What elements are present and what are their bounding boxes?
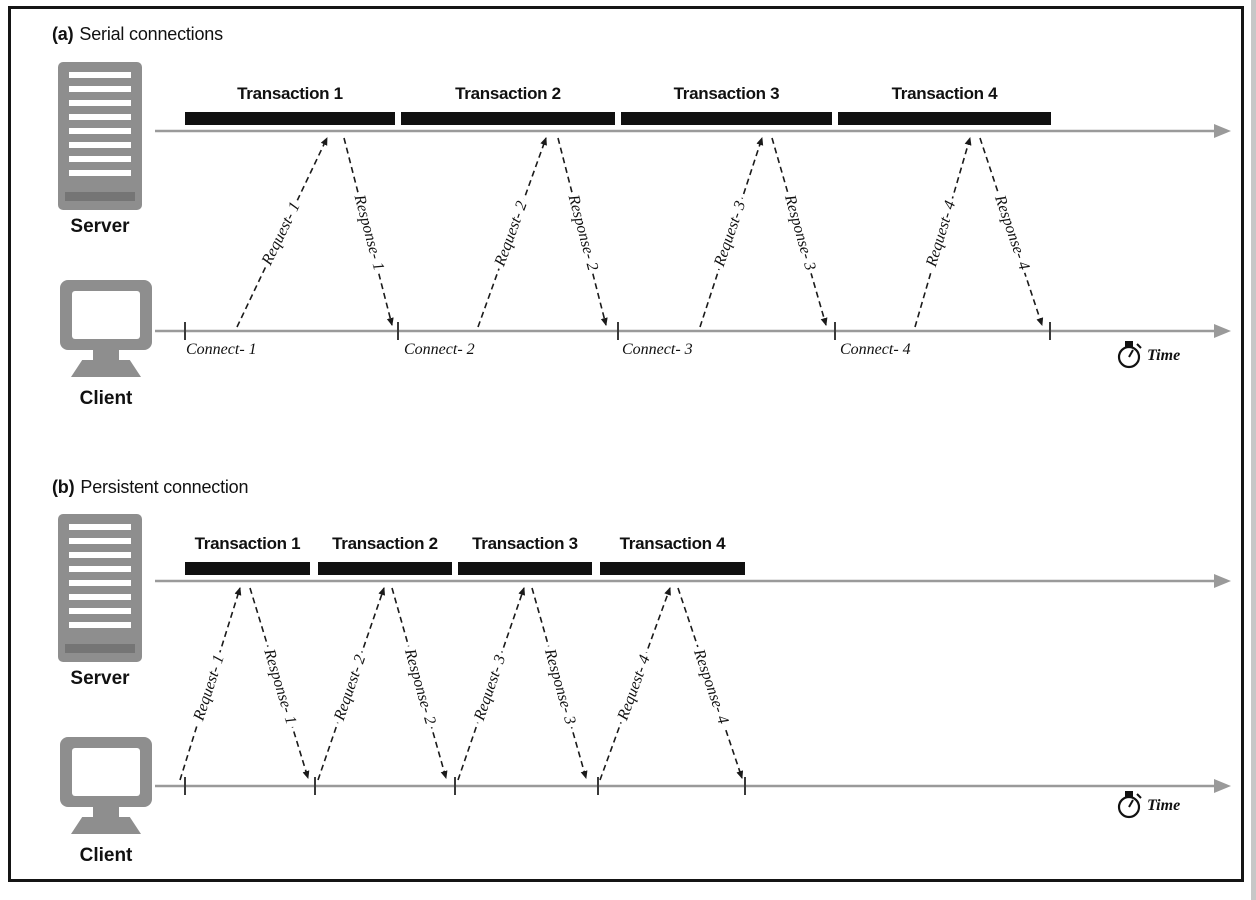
panel-a-transaction-2-label: Transaction 2 xyxy=(455,84,561,103)
panel-a-transaction-4-label: Transaction 4 xyxy=(891,84,998,103)
figure-border xyxy=(8,6,1244,882)
panel-b-transaction-2-label: Transaction 2 xyxy=(332,534,438,553)
panel-b-transaction-1-bar xyxy=(185,562,310,575)
panel-a-transaction-4-bar xyxy=(838,112,1051,125)
panel-a-client-icon xyxy=(60,280,152,380)
panel-a-transaction-2-bar xyxy=(401,112,615,125)
panel-b-transaction-4-bar xyxy=(600,562,745,575)
monitor-neck xyxy=(93,350,119,360)
panel-a-connect-4-label: Connect- 4 xyxy=(840,341,911,358)
panel-a-request-3-arrow xyxy=(699,137,764,328)
panel-b-transaction-2-bar xyxy=(318,562,452,575)
panel-b-transaction-3-label: Transaction 3 xyxy=(472,534,578,553)
panel-b-transaction-3-bar xyxy=(458,562,592,575)
panel-b-transaction-1-label: Transaction 1 xyxy=(194,534,301,553)
panel-a-server-label: Server xyxy=(70,216,130,237)
panel-b-response-2-arrow xyxy=(391,587,448,779)
monitor-base xyxy=(71,360,141,377)
server-slats xyxy=(69,72,131,184)
monitor-screen xyxy=(72,291,140,339)
panel-a-transaction-3-label: Transaction 3 xyxy=(673,84,780,103)
panel-b-response-1-arrow xyxy=(249,587,310,779)
panel-a-connect-2-label: Connect- 2 xyxy=(404,341,475,358)
panel-a-response-2-arrow xyxy=(557,137,608,326)
monitor-neck xyxy=(93,807,119,817)
panel-a-time-label: Time xyxy=(1147,347,1181,364)
panel-a-title-text: Serial connections xyxy=(79,24,223,44)
panel-a-graphics xyxy=(155,112,1231,369)
panel-a-label: (a) xyxy=(52,24,74,44)
monitor-screen xyxy=(72,748,140,796)
scan-edge-strip xyxy=(1251,0,1256,900)
server-slats xyxy=(69,524,131,636)
panel-a-server-timeline-arrowhead-icon xyxy=(1214,124,1231,138)
panel-b-client-timeline-arrowhead-icon xyxy=(1214,779,1231,793)
server-base xyxy=(65,192,135,201)
server-base xyxy=(65,644,135,653)
panel-b-label: (b) xyxy=(52,477,75,497)
panel-a-client-label: Client xyxy=(79,388,133,409)
panel-b-title-text: Persistent connection xyxy=(80,477,249,497)
panel-a-request-4-arrow xyxy=(914,137,972,328)
panel-a-response-3-arrow xyxy=(771,137,828,326)
panel-a-transaction-3-bar xyxy=(621,112,832,125)
panel-b-time-label: Time xyxy=(1147,797,1181,814)
panel-b-server-timeline-arrowhead-icon xyxy=(1214,574,1231,588)
panel-b-client-icon xyxy=(60,737,152,837)
panel-b-transaction-4-label: Transaction 4 xyxy=(619,534,726,553)
panel-a-transaction-1-bar xyxy=(185,112,395,125)
panel-a-connect-3-label: Connect- 3 xyxy=(622,341,693,358)
panel-b-server-icon xyxy=(58,514,142,662)
panel-b-stopwatch-icon xyxy=(1117,791,1142,819)
panel-a-response-1-arrow xyxy=(343,137,394,326)
panel-a-connect-1-label: Connect- 1 xyxy=(186,341,257,358)
monitor-base xyxy=(71,817,141,834)
panel-a-server-icon xyxy=(58,62,142,210)
panel-b-client-label: Client xyxy=(79,845,133,866)
panel-a-title: (a) Serial connections xyxy=(52,24,223,45)
panel-b-server-label: Server xyxy=(70,668,130,689)
panel-b-title: (b) Persistent connection xyxy=(52,477,248,498)
panel-b-graphics xyxy=(155,562,1231,819)
panel-b-response-3-arrow xyxy=(531,587,588,779)
panel-a-response-4-arrow xyxy=(979,137,1044,326)
panel-a-transaction-1-label: Transaction 1 xyxy=(237,84,343,103)
panel-a-stopwatch-icon xyxy=(1117,341,1142,369)
panel-a-client-timeline-arrowhead-icon xyxy=(1214,324,1231,338)
